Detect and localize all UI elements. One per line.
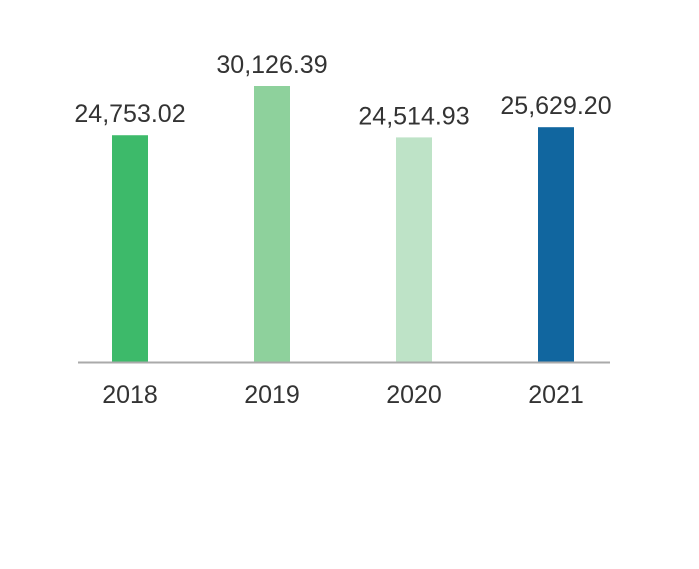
- bar-2021: [538, 127, 574, 363]
- x-tick-label-2019: 2019: [244, 381, 300, 409]
- bar-2019: [254, 86, 290, 362]
- value-label-2018: 24,753.02: [74, 100, 185, 128]
- x-tick-label-2020: 2020: [386, 381, 442, 409]
- bars-group: [112, 86, 574, 363]
- value-label-2020: 24,514.93: [358, 102, 469, 130]
- bar-2018: [112, 135, 148, 362]
- value-label-2021: 25,629.20: [500, 92, 611, 120]
- value-labels-group: 24,753.02 30,126.39 24,514.93 25,629.20: [74, 51, 611, 130]
- value-label-2019: 30,126.39: [216, 51, 327, 79]
- x-tick-label-2021: 2021: [528, 381, 584, 409]
- x-tick-label-2018: 2018: [102, 381, 158, 409]
- x-tick-labels-group: 2018 2019 2020 2021: [102, 381, 584, 409]
- bar-2020: [396, 137, 432, 362]
